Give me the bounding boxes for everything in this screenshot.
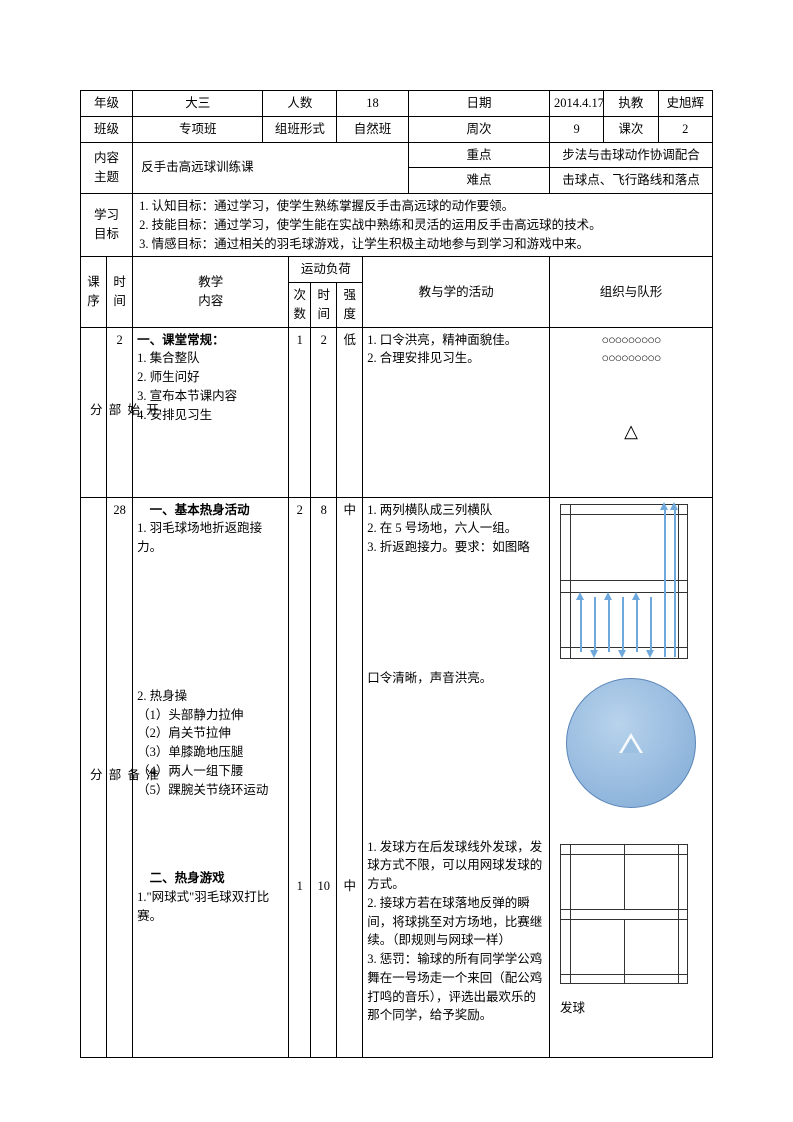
classform-label: 组班形式 [263, 116, 337, 142]
game-duration: 10 [315, 877, 332, 896]
warmup1-activity: 1. 两列横队成三列横队 2. 在 5 号场地，六人一组。 3. 折返跑接力。要… [367, 501, 545, 557]
objective-2: 2. 技能目标：通过学习，使学生能在实战中熟练和灵活的运用反手击高远球的技术。 [139, 216, 708, 235]
warmup1-title: 一、基本热身活动 [137, 501, 284, 520]
objectives-content: 1. 认知目标：通过学习，使学生熟练掌握反手击高远球的动作要领。 2. 技能目标… [133, 194, 713, 257]
warmup2-activity: 口令清晰，声音洪亮。 [367, 669, 545, 688]
col-load: 运动负荷 [289, 257, 363, 283]
count-value: 18 [337, 91, 409, 117]
start-activity: 1. 口令洪亮，精神面貌佳。 2. 合理安排见习生。 [363, 327, 550, 497]
header-row-2: 班级 专项班 组班形式 自然班 周次 9 课次 2 [81, 116, 713, 142]
game-title: 二、热身游戏 [137, 869, 284, 888]
prep-section-name: 准 备 部 分 [81, 497, 107, 1057]
prep-content: 一、基本热身活动 1. 羽毛球场地折返跑接力。 2. 热身操 （1）头部静力拉伸… [133, 497, 289, 1057]
header-row-1: 年级 大三 人数 18 日期 2014.4.17 执教 史旭辉 [81, 91, 713, 117]
formation-triangle-icon: △ [554, 418, 708, 445]
warmup1-intensity: 中 [341, 501, 358, 520]
col-duration: 时 间 [311, 283, 337, 328]
court-relay-diagram [554, 502, 708, 662]
warmup1-body: 1. 羽毛球场地折返跑接力。 [137, 519, 284, 557]
objective-1: 1. 认知目标：通过学习，使学生熟练掌握反手击高远球的动作要领。 [139, 197, 708, 216]
warmup1-duration: 8 [315, 501, 332, 520]
game-times: 1 [293, 877, 306, 896]
col-teaching: 教学 内容 [133, 257, 289, 327]
difficulty-value: 击球点、飞行路线和落点 [550, 168, 713, 194]
date-label: 日期 [408, 91, 549, 117]
date-value: 2014.4.17 [550, 91, 604, 117]
col-time: 时 间 [107, 257, 133, 327]
classform-value: 自然班 [337, 116, 409, 142]
col-times: 次 数 [289, 283, 311, 328]
lesson-label: 课次 [604, 116, 658, 142]
prep-formation: 发球 [550, 497, 713, 1057]
start-section-name: 开 始 部 分 [81, 327, 107, 497]
focus-value: 步法与击球动作协调配合 [550, 142, 713, 168]
start-content-title: 一、课堂常规： [137, 333, 225, 347]
topic-row-1: 内容 主题 反手击高远球训练课 重点 步法与击球动作协调配合 [81, 142, 713, 168]
prep-section-row: 准 备 部 分 28 一、基本热身活动 1. 羽毛球场地折返跑接力。 2. 热身… [81, 497, 713, 1057]
objectives-row: 学习 目标 1. 认知目标：通过学习，使学生熟练掌握反手击高远球的动作要领。 2… [81, 194, 713, 257]
grade-value: 大三 [133, 91, 263, 117]
warmup2-body: （1）头部静力拉伸 （2）肩关节拉伸 （3）单膝跪地压腿 （4）两人一组下腰 （… [137, 706, 284, 800]
col-formation: 组织与队形 [550, 257, 713, 327]
count-label: 人数 [263, 91, 337, 117]
game-intensity: 中 [341, 877, 358, 896]
col-intensity: 强 度 [337, 283, 363, 328]
topic-label: 内容 主题 [81, 142, 133, 194]
col-seq: 课 序 [81, 257, 107, 327]
warmup1-times: 2 [293, 501, 306, 520]
warmup2-title: 2. 热身操 [137, 687, 284, 706]
lesson-plan-table: 年级 大三 人数 18 日期 2014.4.17 执教 史旭辉 班级 专项班 组… [80, 90, 713, 1058]
objectives-label: 学习 目标 [81, 194, 133, 257]
column-header-row-1: 课 序 时 间 教学 内容 运动负荷 教与学的活动 组织与队形 [81, 257, 713, 283]
class-label: 班级 [81, 116, 133, 142]
week-label: 周次 [408, 116, 549, 142]
grade-label: 年级 [81, 91, 133, 117]
formation-circles-1: ○○○○○○○○○ [554, 331, 708, 350]
prep-duration-col: 8 10 [311, 497, 337, 1057]
start-content-body: 1. 集合整队 2. 师生问好 3. 宣布本节课内容 4. 安排见习生 [137, 349, 284, 424]
prep-activity: 1. 两列横队成三列横队 2. 在 5 号场地，六人一组。 3. 折返跑接力。要… [363, 497, 550, 1057]
prep-intensity-col: 中 中 [337, 497, 363, 1057]
objective-3: 3. 情感目标：通过相关的羽毛球游戏，让学生积极主动地参与到学习和游戏中来。 [139, 235, 708, 254]
start-duration: 2 [311, 327, 337, 497]
court-serve-diagram [554, 844, 708, 999]
start-times: 1 [289, 327, 311, 497]
game-activity: 1. 发球方在后发球线外发球，发球方式不限，可以用网球发球的方式。 2. 接球方… [367, 838, 545, 1026]
week-value: 9 [550, 116, 604, 142]
topic-content: 反手击高远球训练课 [133, 142, 409, 194]
start-content: 一、课堂常规： 1. 集合整队 2. 师生问好 3. 宣布本节课内容 4. 安排… [133, 327, 289, 497]
difficulty-label: 难点 [408, 168, 549, 194]
game-body: 1."网球式"羽毛球双打比赛。 [137, 888, 284, 926]
start-formation: ○○○○○○○○○ ○○○○○○○○○ △ [550, 327, 713, 497]
start-section-row: 开 始 部 分 2 一、课堂常规： 1. 集合整队 2. 师生问好 3. 宣布本… [81, 327, 713, 497]
prep-times-col: 2 1 [289, 497, 311, 1057]
teacher-value: 史旭辉 [658, 91, 712, 117]
serve-label: 发球 [554, 999, 708, 1018]
lesson-value: 2 [658, 116, 712, 142]
teacher-label: 执教 [604, 91, 658, 117]
col-activity: 教与学的活动 [363, 257, 550, 327]
circle-formation-diagram [566, 678, 696, 808]
focus-label: 重点 [408, 142, 549, 168]
formation-circles-2: ○○○○○○○○○ [554, 349, 708, 368]
start-intensity: 低 [337, 327, 363, 497]
class-value: 专项班 [133, 116, 263, 142]
